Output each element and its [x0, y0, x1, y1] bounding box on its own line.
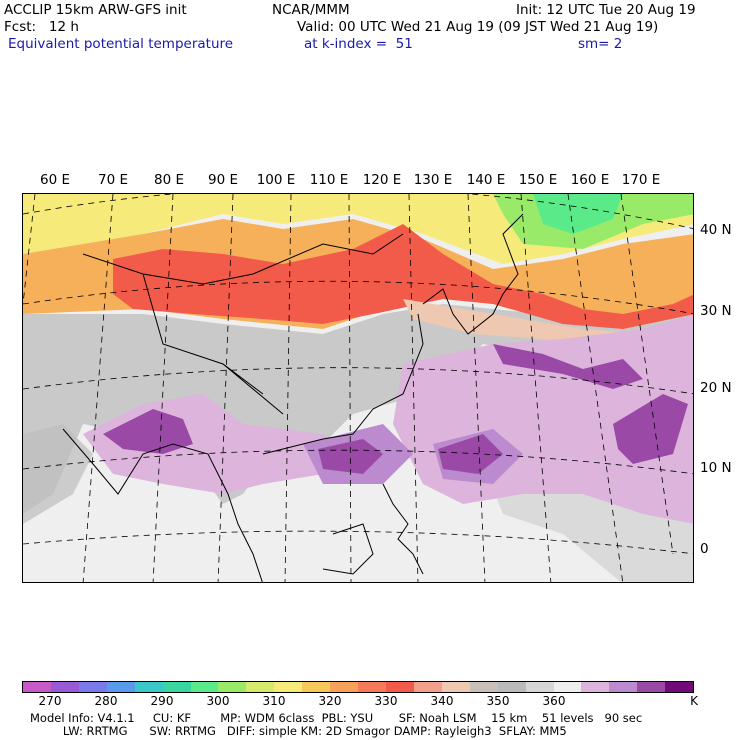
theta-e-field [23, 194, 693, 582]
init-time: Init: 12 UTC Tue 20 Aug 19 [516, 2, 696, 18]
colorbar-tick-label: 360 [542, 694, 566, 708]
colorbar-tick-label: 270 [38, 694, 62, 708]
colorbar-tick-label: 300 [206, 694, 230, 708]
warm-band-red [113, 224, 693, 329]
colorbar-swatch [23, 682, 51, 692]
map-panel [22, 193, 694, 583]
india-coast [62, 428, 263, 582]
colorbar-swatch [106, 682, 135, 692]
colorbar-tick-label: 320 [318, 694, 342, 708]
colorbar-swatch [218, 682, 247, 692]
colorbar-swatch [665, 682, 694, 692]
model-info-line1: Model Info: V4.1.1 CU: KF MP: WDM 6class… [30, 711, 643, 725]
level-info: at k-index = 51 [304, 36, 413, 52]
colorbar-swatch [162, 682, 191, 692]
model-info-line2: LW: RRTMG SW: RRTMG DIFF: simple KM: 2D … [30, 724, 567, 738]
colorbar-swatch [302, 682, 331, 692]
colorbar-swatch [134, 682, 163, 692]
colorbar-tick-label: 280 [94, 694, 118, 708]
grey-patch [23, 424, 93, 524]
lon-label: 100 E [256, 172, 296, 188]
colorbar [22, 681, 694, 693]
colorbar-swatch [553, 682, 582, 692]
colorbar-tick-label: 310 [262, 694, 286, 708]
lon-label: 140 E [466, 172, 506, 188]
green-core [533, 194, 623, 234]
graticule [23, 194, 693, 582]
lat-label: 0 [700, 541, 709, 557]
lat-label: 10 N [700, 460, 732, 476]
se-asia-coast [262, 313, 424, 455]
colorbar-swatch [385, 682, 414, 692]
lon-label: 170 E [621, 172, 661, 188]
border-lines [82, 233, 404, 415]
lon-label: 110 E [309, 172, 349, 188]
colorbar-swatch [50, 682, 79, 692]
lat-label: 40 N [700, 222, 732, 238]
colorbar-swatch [78, 682, 107, 692]
grid-lat-0 [23, 530, 693, 555]
colorbar-tick-label: 340 [430, 694, 454, 708]
purple-dark-east [613, 394, 688, 464]
korea-japan-coast [422, 213, 524, 335]
lon-label: 120 E [362, 172, 402, 188]
colorbar-swatch [358, 682, 386, 692]
colorbar-tick-label: 290 [150, 694, 174, 708]
smoothing-info: sm= 2 [578, 36, 623, 52]
lon-label: 160 E [570, 172, 610, 188]
colorbar-swatch [441, 682, 470, 692]
coastlines [62, 213, 524, 582]
lon-label: 80 E [154, 172, 184, 188]
colorbar-tick-label: 350 [486, 694, 510, 708]
colorbar-swatch [497, 682, 526, 692]
purple-dark-wp [438, 434, 503, 474]
lon-label: 60 E [40, 172, 70, 188]
grid-lon-60 [23, 194, 36, 305]
lon-label: 90 E [208, 172, 238, 188]
field-name: Equivalent potential temperature [8, 36, 234, 52]
grid-lon-160 [620, 194, 674, 555]
lat-label: 20 N [700, 380, 732, 396]
purple-dark-scs [318, 439, 383, 474]
colorbar-swatch [330, 682, 359, 692]
borneo-coast [322, 523, 374, 575]
colorbar-swatch [525, 682, 554, 692]
lon-label: 70 E [98, 172, 128, 188]
philippines-coast [382, 483, 424, 575]
forecast-hour: Fcst: 12 h [4, 19, 79, 35]
purple-dark-north [493, 344, 643, 389]
valid-time: Valid: 00 UTC Wed 21 Aug 19 (09 JST Wed … [297, 19, 659, 35]
colorbar-unit: K [690, 694, 698, 708]
colorbar-swatch [274, 682, 303, 692]
colorbar-swatch [469, 682, 498, 692]
purple-dark-india [103, 409, 193, 454]
lon-label: 150 E [518, 172, 558, 188]
lon-label: 130 E [413, 172, 453, 188]
colorbar-swatch [581, 682, 610, 692]
colorbar-swatch [190, 682, 219, 692]
lat-label: 30 N [700, 303, 732, 319]
colorbar-tick-label: 330 [374, 694, 398, 708]
colorbar-swatch [637, 682, 666, 692]
colorbar-swatch [246, 682, 275, 692]
colorbar-swatch [609, 682, 638, 692]
colorbar-swatch [413, 682, 442, 692]
model-title: ACCLIP 15km ARW-GFS init [4, 2, 187, 18]
org-label: NCAR/MMM [272, 2, 350, 18]
